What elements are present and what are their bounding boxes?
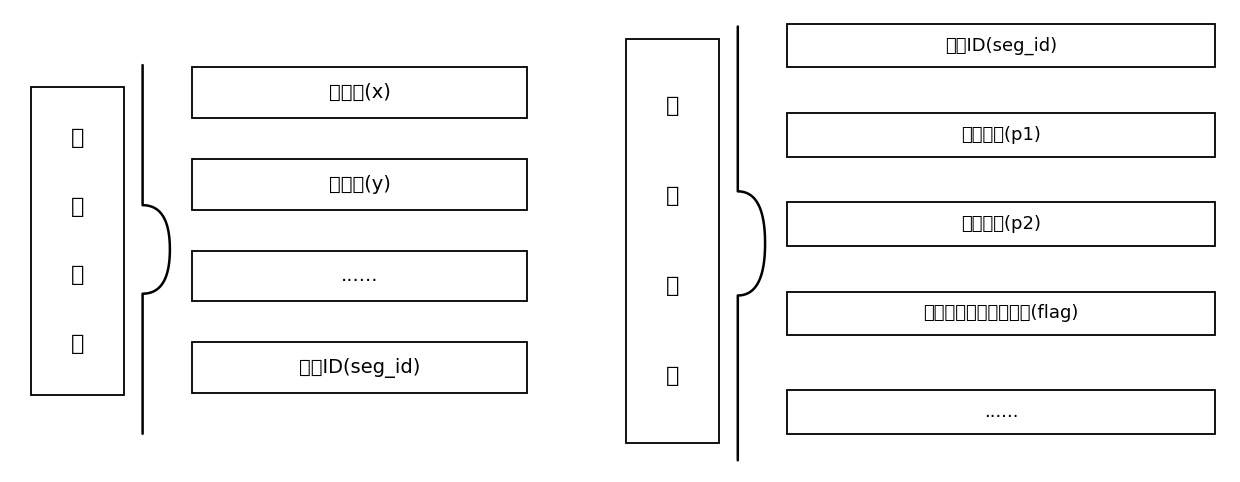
FancyBboxPatch shape xyxy=(31,87,124,395)
FancyBboxPatch shape xyxy=(626,39,719,443)
Text: 信: 信 xyxy=(666,276,680,296)
Text: 点: 点 xyxy=(71,197,84,217)
Text: 息: 息 xyxy=(666,366,680,386)
FancyBboxPatch shape xyxy=(787,113,1215,157)
FancyBboxPatch shape xyxy=(787,390,1215,434)
Text: 息: 息 xyxy=(71,334,84,354)
Text: 终止结点(p2): 终止结点(p2) xyxy=(961,215,1042,233)
Text: 线: 线 xyxy=(666,96,680,116)
Text: 信: 信 xyxy=(71,265,84,285)
FancyBboxPatch shape xyxy=(192,251,527,301)
Text: 结: 结 xyxy=(71,128,84,148)
Text: 纵坐标(y): 纵坐标(y) xyxy=(329,175,391,194)
Text: 线段ID(seg_id): 线段ID(seg_id) xyxy=(945,37,1058,55)
FancyBboxPatch shape xyxy=(192,342,527,393)
Text: 所属几何体的识别信息(flag): 所属几何体的识别信息(flag) xyxy=(924,304,1079,322)
FancyBboxPatch shape xyxy=(192,159,527,210)
Text: 线段ID(seg_id): 线段ID(seg_id) xyxy=(299,358,420,377)
Text: 段: 段 xyxy=(666,186,680,206)
FancyBboxPatch shape xyxy=(192,67,527,118)
Text: ......: ...... xyxy=(341,267,378,285)
FancyBboxPatch shape xyxy=(787,24,1215,67)
FancyBboxPatch shape xyxy=(787,202,1215,246)
Text: 横坐标(x): 横坐标(x) xyxy=(329,83,391,102)
FancyBboxPatch shape xyxy=(787,292,1215,335)
Text: 起始结点(p1): 起始结点(p1) xyxy=(961,126,1042,144)
Text: ......: ...... xyxy=(985,403,1018,421)
